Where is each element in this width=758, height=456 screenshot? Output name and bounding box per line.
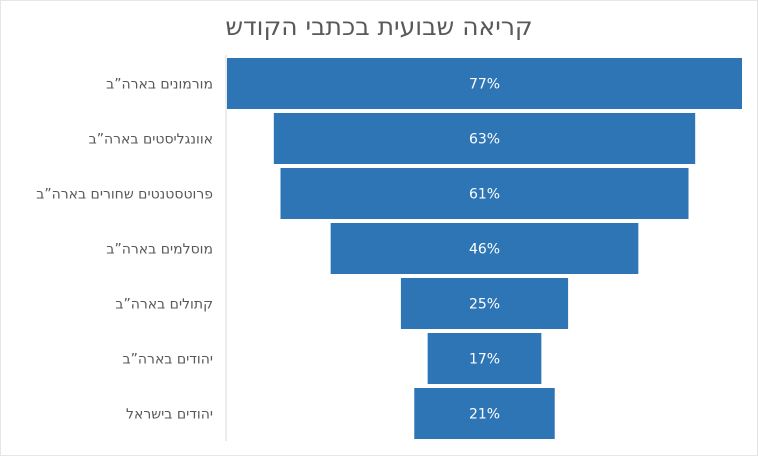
data-label: 46% [469,242,500,258]
funnel-bar [400,278,569,329]
funnel-bar [414,388,555,439]
funnel-bar [280,168,689,219]
category-label: קתולים בארה”ב [115,297,213,313]
funnel-bar [427,333,542,384]
category-label: מורמונים בארה”ב [106,77,213,93]
category-label: אוונגליסטים בארה”ב [89,132,213,148]
chart-title: קריאה שבועית בכתבי הקודש [225,12,533,41]
funnel-bar [227,58,742,109]
data-label: 63% [469,132,500,148]
data-label: 61% [469,187,500,203]
data-label: 77% [469,77,500,93]
funnel-bar [330,223,639,274]
category-label: פרוטסטנטים שחורים בארה”ב [36,187,213,203]
category-label: יהודים בישראל [126,407,213,423]
data-label: 25% [469,297,500,313]
category-label: מוסלמים בארה”ב [106,242,213,258]
funnel-bar [273,113,696,164]
category-label: יהודים בארה”ב [123,352,213,368]
data-label: 17% [469,352,500,368]
data-label: 21% [469,407,500,423]
